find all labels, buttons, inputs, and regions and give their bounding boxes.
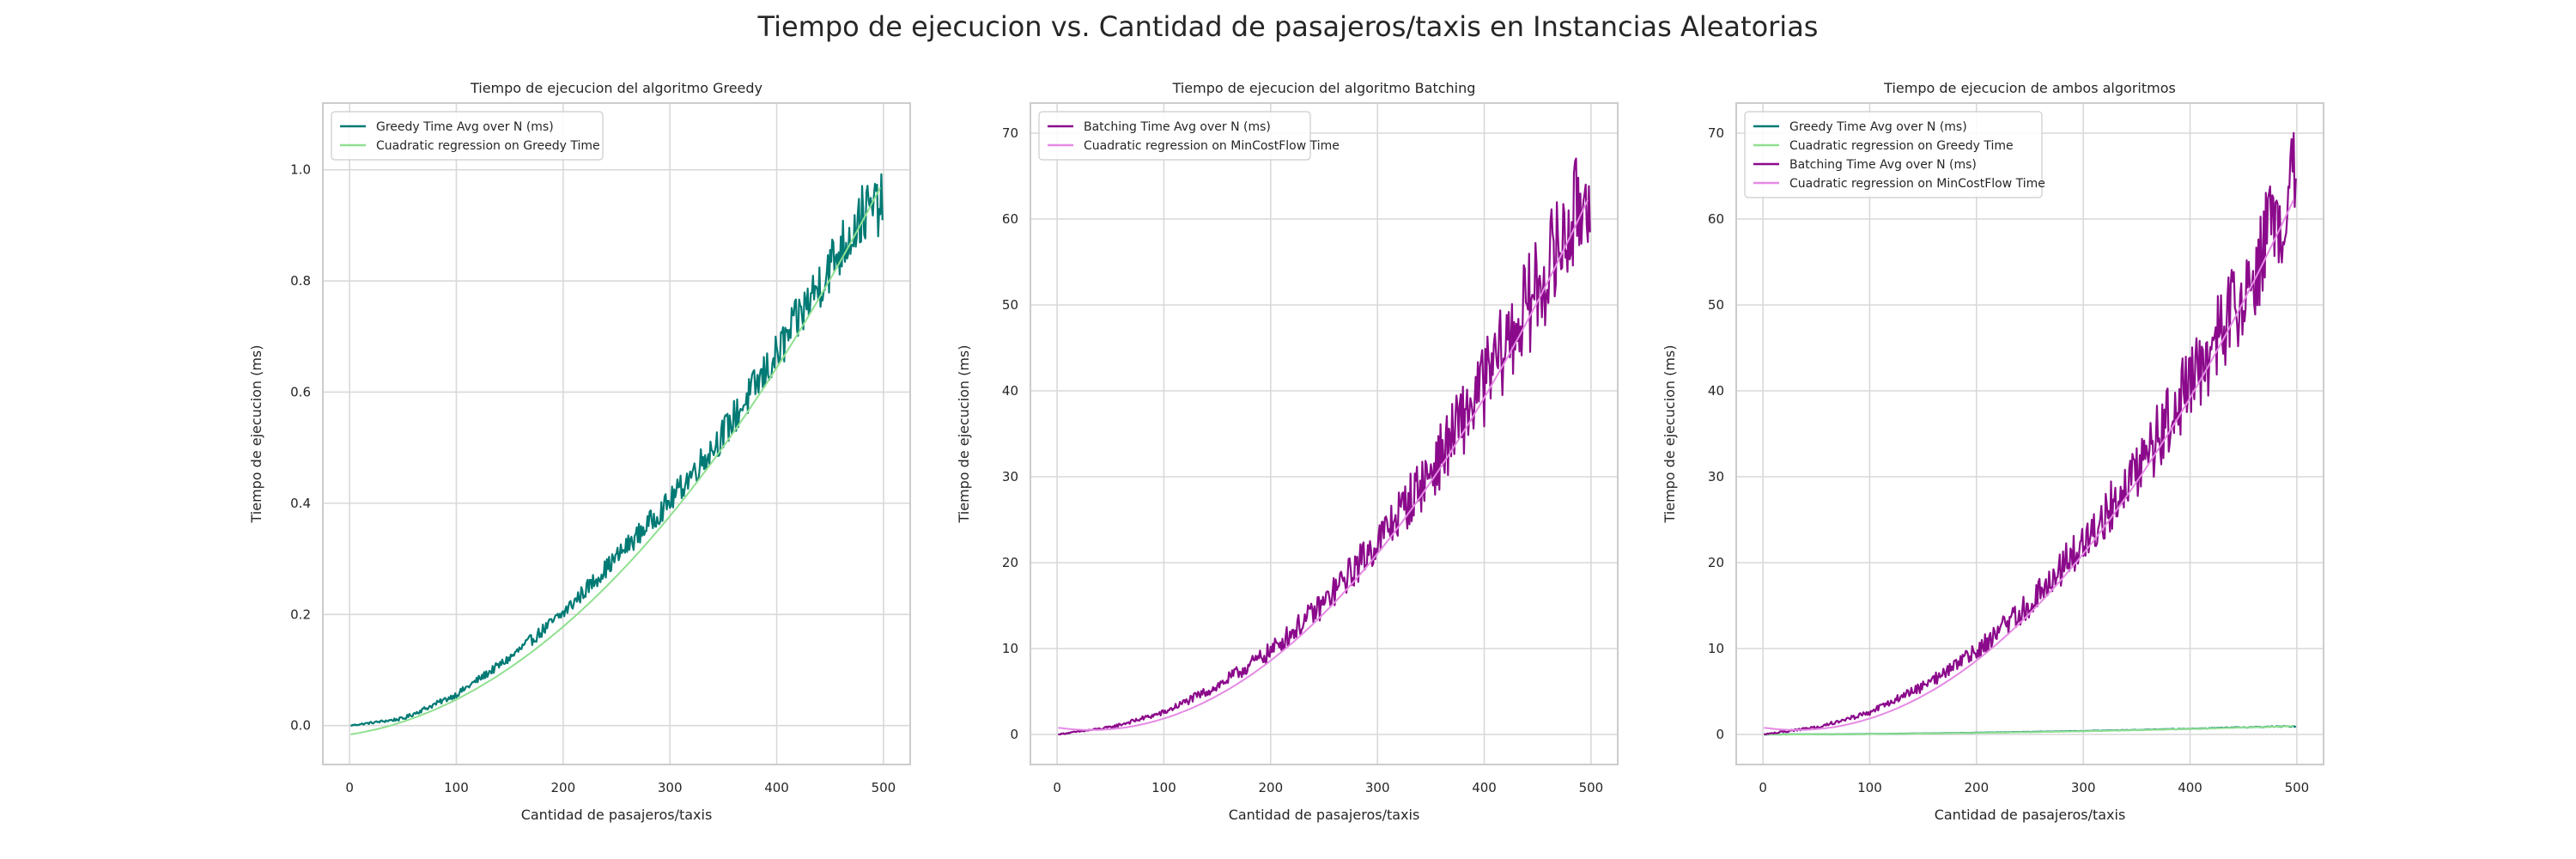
y-tick-label: 60 xyxy=(1708,211,1724,227)
chart-panel-3: 0 100 200 300 400 500 0 10 20 30 40 50 60 70 Tiempo de… xyxy=(1662,80,2324,823)
x-axis-label: Cantidad de pasajeros/taxis xyxy=(1229,807,1420,823)
x-tick-label: 100 xyxy=(444,780,469,795)
y-tick-label: 0 xyxy=(1716,727,1724,742)
y-tick-label: 0.0 xyxy=(290,718,311,734)
x-tick-label: 200 xyxy=(1258,780,1283,795)
x-tick-label: 500 xyxy=(2285,780,2310,795)
x-tick-label: 100 xyxy=(1857,780,1882,795)
axes-frame xyxy=(322,102,911,765)
y-tick-label: 70 xyxy=(1002,125,1018,141)
axes-frame xyxy=(1735,102,2324,765)
series-line-2 xyxy=(350,186,882,735)
y-tick-label: 1.0 xyxy=(290,162,311,178)
legend-box xyxy=(1038,111,1311,161)
x-tick-label: 300 xyxy=(2071,780,2096,795)
series-line-1 xyxy=(349,173,884,727)
x-tick-label: 400 xyxy=(1472,780,1497,795)
x-tick-label: 500 xyxy=(872,780,896,795)
y-tick-label: 40 xyxy=(1002,383,1018,399)
y-axis-label: Tiempo de ejecucion (ms) xyxy=(956,344,972,523)
y-tick-label: 0 xyxy=(1010,727,1018,742)
y-tick-label: 10 xyxy=(1708,641,1724,656)
y-tick-label: 0.4 xyxy=(290,496,311,511)
x-tick-label: 400 xyxy=(764,780,789,795)
legend-label: Greedy Time Avg over N (ms) xyxy=(1789,120,1967,134)
y-tick-label: 0.2 xyxy=(290,606,311,622)
x-tick-label: 0 xyxy=(1053,780,1061,795)
legend-label: Batching Time Avg over N (ms) xyxy=(1084,120,1271,134)
x-tick-label: 300 xyxy=(658,780,683,795)
y-tick-label: 20 xyxy=(1002,555,1018,570)
y-tick-label: 0.8 xyxy=(290,273,311,289)
y-tick-label: 30 xyxy=(1708,469,1724,484)
y-tick-label: 50 xyxy=(1708,297,1724,313)
series-line-2 xyxy=(1764,725,2294,736)
x-axis-label: Cantidad de pasajeros/taxis xyxy=(521,807,713,823)
plot-area xyxy=(1030,103,1618,765)
axes-frame xyxy=(1030,102,1619,765)
y-tick-label: 30 xyxy=(1002,469,1018,484)
y-axis-label: Tiempo de ejecucion (ms) xyxy=(248,344,264,523)
x-tick-label: 100 xyxy=(1151,780,1176,795)
chart-title: Tiempo de ejecucion de ambos algoritmos xyxy=(1883,80,2176,96)
y-tick-label: 70 xyxy=(1708,125,1724,141)
legend-label: Batching Time Avg over N (ms) xyxy=(1789,158,1977,172)
x-tick-label: 0 xyxy=(1759,780,1767,795)
y-tick-label: 20 xyxy=(1708,555,1724,570)
y-tick-label: 10 xyxy=(1002,641,1018,656)
legend-label: Greedy Time Avg over N (ms) xyxy=(376,120,554,134)
x-tick-label: 0 xyxy=(345,780,354,795)
series-line-2 xyxy=(1058,199,1589,731)
plot-area xyxy=(323,103,910,765)
x-tick-label: 200 xyxy=(1964,780,1989,795)
figure-title: Tiempo de ejecucion vs. Cantidad de pasa… xyxy=(757,10,1819,43)
chart-panel-2: 0 100 200 300 400 500 0 10 20 30 40 50 60 70 Tiempo de… xyxy=(956,80,1619,823)
x-axis-label: Cantidad de pasajeros/taxis xyxy=(1935,807,2126,823)
legend-label: Cuadratic regression on MinCostFlow Time xyxy=(1084,139,1340,153)
x-tick-label: 400 xyxy=(2178,780,2202,795)
x-tick-label: 300 xyxy=(1365,780,1390,795)
y-tick-label: 0.6 xyxy=(290,384,311,399)
y-axis-label: Tiempo de ejecucion (ms) xyxy=(1662,344,1678,523)
series-line-1 xyxy=(1057,157,1591,736)
y-tick-label: 50 xyxy=(1002,297,1018,313)
legend-label: Cuadratic regression on Greedy Time xyxy=(1789,139,2014,153)
plot-area xyxy=(1736,103,2324,765)
chart-title: Tiempo de ejecucion del algoritmo Greedy xyxy=(470,80,762,96)
legend-box xyxy=(331,111,604,161)
x-tick-label: 200 xyxy=(550,780,575,795)
x-tick-label: 500 xyxy=(1579,780,1604,795)
chart-title: Tiempo de ejecucion del algoritmo Batchi… xyxy=(1172,80,1476,96)
legend-label: Cuadratic regression on Greedy Time xyxy=(376,139,600,153)
legend-box xyxy=(1744,111,2043,198)
y-tick-label: 60 xyxy=(1002,211,1018,227)
legend-label: Cuadratic regression on MinCostFlow Time xyxy=(1789,177,2045,191)
series-line-3 xyxy=(1764,131,2297,736)
series-line-4 xyxy=(1764,199,2295,731)
y-tick-label: 40 xyxy=(1708,383,1724,399)
chart-panel-1: 0 100 200 300 400 500 0.0 0.2 0.4 0.6 0.8 1.0 Tiempo… xyxy=(248,80,911,823)
